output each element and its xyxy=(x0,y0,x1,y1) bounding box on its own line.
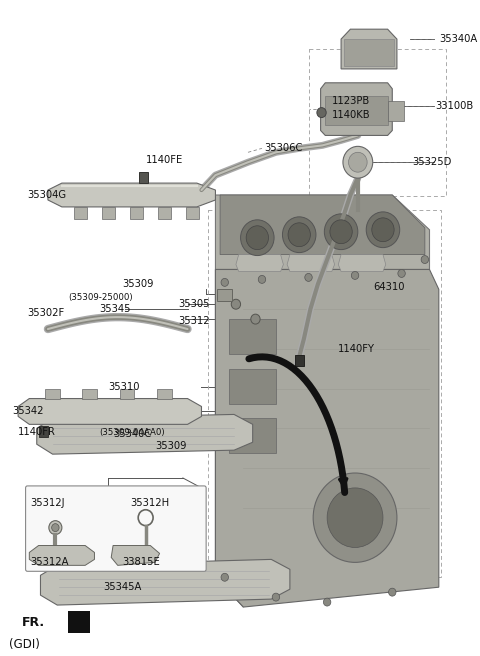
Polygon shape xyxy=(338,255,386,272)
Text: 35309: 35309 xyxy=(155,441,186,451)
Bar xyxy=(295,355,304,366)
Bar xyxy=(229,419,276,453)
Circle shape xyxy=(258,276,266,283)
Bar xyxy=(102,207,115,219)
Polygon shape xyxy=(216,195,430,270)
Text: 35309: 35309 xyxy=(122,279,154,289)
Bar xyxy=(388,100,404,121)
Text: (35309-25000): (35309-25000) xyxy=(68,293,133,302)
Polygon shape xyxy=(321,83,392,135)
Text: 35312A: 35312A xyxy=(30,558,69,567)
Text: 1140FY: 1140FY xyxy=(338,344,375,354)
Circle shape xyxy=(288,223,311,247)
Polygon shape xyxy=(216,270,439,607)
Text: 33100B: 33100B xyxy=(435,100,473,111)
Text: (GDI): (GDI) xyxy=(10,638,40,651)
Text: 35312: 35312 xyxy=(178,316,210,326)
Polygon shape xyxy=(287,255,335,272)
Text: 1140FE: 1140FE xyxy=(145,155,183,165)
Circle shape xyxy=(330,220,352,243)
Bar xyxy=(229,319,276,354)
Bar xyxy=(45,388,60,399)
Polygon shape xyxy=(40,560,290,605)
Bar xyxy=(83,388,97,399)
Circle shape xyxy=(240,220,274,256)
Text: 35310: 35310 xyxy=(108,382,140,392)
Text: 64310: 64310 xyxy=(373,282,405,293)
Polygon shape xyxy=(220,195,425,255)
Bar xyxy=(157,388,172,399)
Text: 35305: 35305 xyxy=(178,299,210,309)
Polygon shape xyxy=(68,611,90,633)
Circle shape xyxy=(282,217,316,253)
Bar xyxy=(208,210,441,577)
Polygon shape xyxy=(216,270,243,607)
Polygon shape xyxy=(29,546,95,565)
Circle shape xyxy=(251,314,260,324)
Circle shape xyxy=(272,593,280,601)
Bar xyxy=(309,49,446,196)
Polygon shape xyxy=(48,183,216,207)
Circle shape xyxy=(52,523,59,531)
Bar xyxy=(229,369,276,403)
Bar xyxy=(120,388,134,399)
Text: 35340C: 35340C xyxy=(113,429,151,440)
Bar xyxy=(74,207,87,219)
Bar xyxy=(38,426,48,438)
Text: 1123PB: 1123PB xyxy=(332,96,370,106)
Circle shape xyxy=(324,214,358,250)
Circle shape xyxy=(348,152,367,172)
Text: 35345A: 35345A xyxy=(104,582,142,592)
Text: 35342: 35342 xyxy=(12,407,44,417)
Text: 1140KB: 1140KB xyxy=(332,110,371,119)
Polygon shape xyxy=(111,546,160,565)
Circle shape xyxy=(343,146,373,178)
Circle shape xyxy=(49,521,62,535)
Circle shape xyxy=(231,299,240,309)
Bar xyxy=(186,207,199,219)
Bar xyxy=(130,207,143,219)
Circle shape xyxy=(421,256,429,264)
Circle shape xyxy=(246,226,268,250)
Text: 35325D: 35325D xyxy=(412,157,451,167)
Polygon shape xyxy=(344,39,394,66)
Circle shape xyxy=(324,598,331,606)
Circle shape xyxy=(221,278,228,287)
Text: FR.: FR. xyxy=(22,617,45,630)
Bar xyxy=(217,289,232,301)
Text: 35312H: 35312H xyxy=(130,498,169,508)
Text: 35302F: 35302F xyxy=(27,308,65,318)
Polygon shape xyxy=(236,255,283,272)
Text: 35340A: 35340A xyxy=(439,34,477,44)
Bar xyxy=(139,172,148,183)
FancyBboxPatch shape xyxy=(25,486,206,571)
Text: 35306C: 35306C xyxy=(264,144,302,154)
Circle shape xyxy=(305,274,312,281)
Text: 35304G: 35304G xyxy=(27,190,67,200)
Text: (35309-04AA0): (35309-04AA0) xyxy=(99,428,165,437)
Bar xyxy=(325,96,388,125)
Circle shape xyxy=(398,270,405,277)
Circle shape xyxy=(327,488,383,548)
Circle shape xyxy=(351,272,359,279)
Bar xyxy=(158,207,171,219)
Text: 1140FR: 1140FR xyxy=(18,427,56,438)
Circle shape xyxy=(313,473,397,562)
Polygon shape xyxy=(37,415,252,454)
Circle shape xyxy=(388,588,396,596)
Circle shape xyxy=(317,108,326,117)
Text: 35345: 35345 xyxy=(99,304,131,314)
Circle shape xyxy=(372,218,394,241)
Circle shape xyxy=(221,573,228,581)
Text: 33815E: 33815E xyxy=(122,558,160,567)
Text: 35312J: 35312J xyxy=(30,498,65,508)
Polygon shape xyxy=(341,29,397,69)
Polygon shape xyxy=(18,399,202,424)
Circle shape xyxy=(366,212,400,247)
